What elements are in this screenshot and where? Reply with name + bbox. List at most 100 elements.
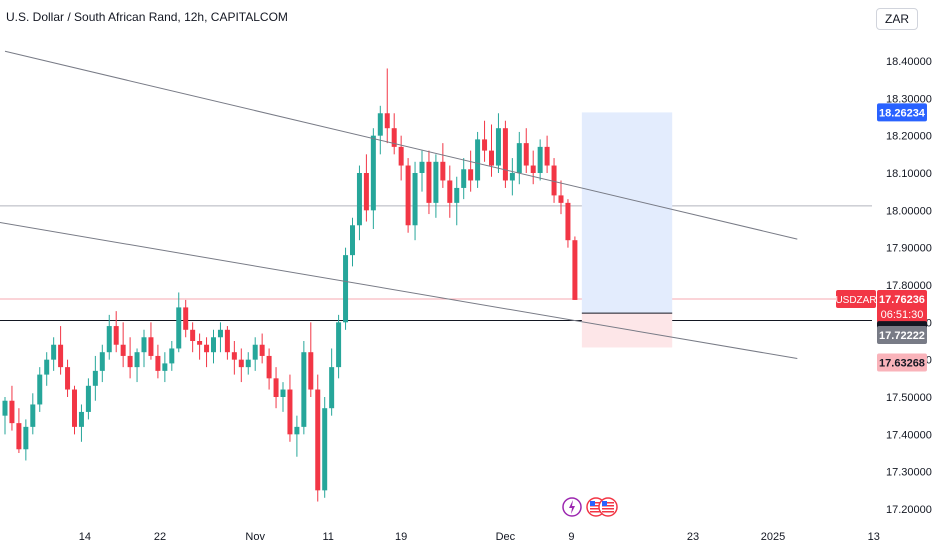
candle: [384, 68, 390, 144]
candle: [99, 344, 105, 383]
candles: [2, 68, 578, 502]
symbol-text: USDZAR: [835, 295, 876, 306]
candle: [447, 165, 453, 218]
y-tick-label: 17.30000: [886, 467, 932, 479]
candle: [440, 143, 446, 188]
candle: [190, 322, 196, 353]
candle: [377, 105, 383, 155]
x-tick-label: 9: [568, 531, 574, 543]
candle: [78, 404, 84, 442]
x-tick-label: 11: [322, 531, 333, 543]
candle: [489, 124, 494, 177]
x-tick-label: 13: [868, 531, 880, 543]
candle: [565, 199, 571, 248]
candle: [280, 382, 286, 412]
candle: [419, 150, 425, 192]
candle: [9, 385, 15, 431]
alt-price-tag-text: 17.72222: [879, 330, 925, 342]
candle: [315, 374, 321, 502]
candle: [502, 120, 508, 188]
event-markers[interactable]: [562, 497, 618, 517]
candle: [162, 352, 168, 383]
price-tags: 18.2623417.7623606:51:30USDZAR17.7246017…: [835, 103, 927, 372]
candle: [16, 408, 22, 453]
candle: [197, 333, 203, 360]
candle: [308, 322, 314, 397]
candle: [516, 131, 522, 185]
x-tick-label: 19: [395, 531, 407, 543]
candle: [537, 139, 543, 181]
trendlines: [0, 50, 798, 360]
candle: [176, 292, 182, 353]
target-price-tag-text: 18.26234: [879, 107, 926, 119]
candle: [426, 150, 432, 215]
candle: [398, 135, 404, 181]
candle: [127, 337, 133, 379]
stop-zone: [581, 313, 673, 348]
candle: [134, 348, 140, 383]
target-price-tag: [877, 103, 927, 122]
candle: [85, 378, 91, 420]
candle: [558, 180, 564, 215]
position-zones: [581, 112, 673, 348]
alt-price-tag: [877, 326, 927, 345]
candle: [461, 158, 467, 200]
x-tick-label: 2025: [761, 531, 785, 543]
currency-button[interactable]: ZAR: [876, 8, 918, 30]
us-flag-icon[interactable]: [598, 497, 618, 517]
candle: [363, 154, 369, 222]
candle: [273, 367, 279, 409]
y-tick-label: 18.40000: [886, 56, 932, 68]
candle: [51, 337, 57, 371]
candle: [433, 154, 439, 218]
candle: [245, 352, 251, 375]
candle: [495, 113, 501, 173]
candle: [329, 348, 335, 416]
grid: [0, 205, 872, 321]
trendline[interactable]: [0, 184, 798, 360]
candle: [530, 150, 536, 185]
candle: [141, 329, 147, 368]
chart-title: U.S. Dollar / South African Rand, 12h, C…: [6, 10, 288, 24]
candle: [336, 314, 342, 379]
candle: [106, 314, 112, 360]
target-zone: [581, 112, 673, 314]
candle: [183, 299, 189, 338]
trendline[interactable]: [4, 50, 798, 240]
y-tick-label: 18.30000: [886, 93, 932, 105]
candle: [482, 120, 488, 162]
candle: [412, 161, 418, 241]
stop-price-tag: [877, 353, 927, 372]
y-tick-label: 18.20000: [886, 131, 932, 143]
candle: [322, 397, 328, 498]
candle: [204, 337, 210, 368]
stop-price-tag-text: 17.63268: [879, 357, 925, 369]
candle: [65, 359, 71, 397]
candle: [370, 128, 376, 229]
candle: [294, 415, 300, 457]
x-tick-label: Dec: [496, 531, 516, 543]
lightning-icon[interactable]: [562, 497, 582, 517]
time-axis[interactable]: 14 22 Nov 11 19 Dec 9 23 2025 13: [79, 531, 880, 543]
candle: [44, 352, 50, 386]
y-tick-label: 17.80000: [886, 280, 932, 292]
candle: [259, 333, 265, 364]
x-tick-label: 23: [687, 531, 699, 543]
candle: [287, 374, 293, 442]
last-price-tag: [877, 290, 927, 324]
candle: [37, 367, 43, 412]
price-axis[interactable]: 18.40000 18.30000 18.20000 18.10000 18.00000…: [886, 56, 932, 516]
y-tick-label: 18.00000: [886, 205, 932, 217]
x-tick-label: 14: [79, 531, 91, 543]
candle: [266, 348, 272, 390]
candle: [224, 326, 230, 360]
candle: [155, 344, 161, 379]
y-tick-label: 17.40000: [886, 429, 932, 441]
candle: [475, 131, 481, 188]
candle: [252, 337, 258, 371]
candle: [544, 135, 550, 173]
candle: [58, 326, 64, 375]
candle: [2, 397, 8, 435]
candle: [23, 419, 29, 461]
